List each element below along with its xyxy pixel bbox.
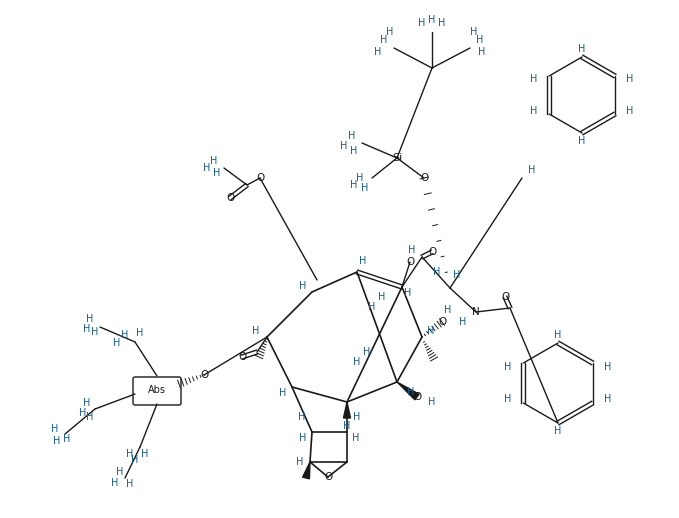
Text: H: H (113, 338, 121, 348)
Text: H: H (350, 180, 358, 190)
Polygon shape (344, 402, 350, 418)
Text: O: O (200, 370, 208, 380)
Text: H: H (213, 168, 221, 178)
Text: H: H (63, 434, 71, 444)
Text: O: O (501, 292, 509, 302)
Text: H: H (122, 330, 129, 340)
Text: H: H (530, 106, 538, 116)
Text: H: H (386, 27, 394, 37)
Text: H: H (299, 281, 307, 291)
Text: O: O (256, 173, 264, 183)
Text: H: H (604, 394, 612, 404)
Text: H: H (253, 326, 259, 336)
Text: Si: Si (392, 153, 402, 163)
Text: Abs: Abs (148, 385, 166, 395)
Polygon shape (303, 462, 310, 479)
Text: H: H (626, 106, 634, 116)
Text: H: H (340, 141, 348, 151)
Text: H: H (86, 412, 94, 422)
Text: H: H (279, 388, 287, 398)
Text: H: H (52, 424, 58, 434)
Text: H: H (626, 74, 634, 84)
Text: H: H (471, 27, 478, 37)
Text: O: O (428, 247, 436, 257)
Text: H: H (579, 44, 586, 54)
Text: H: H (348, 131, 356, 141)
Text: H: H (350, 146, 358, 156)
Text: O: O (413, 392, 421, 402)
Text: H: H (554, 330, 562, 340)
Text: H: H (210, 156, 218, 166)
Text: H: H (136, 328, 144, 338)
Text: H: H (299, 433, 307, 443)
Text: H: H (141, 449, 149, 459)
Text: H: H (504, 394, 512, 404)
Text: N: N (472, 307, 480, 317)
Text: H: H (408, 245, 416, 255)
Text: O: O (324, 472, 332, 482)
Text: H: H (444, 305, 452, 315)
Text: H: H (478, 47, 485, 57)
Text: H: H (359, 256, 367, 266)
Text: H: H (353, 357, 361, 367)
Text: H: H (504, 362, 512, 372)
Text: H: H (84, 324, 91, 334)
Text: H: H (111, 478, 119, 488)
Text: H: H (361, 183, 369, 193)
Polygon shape (397, 382, 419, 400)
Text: O: O (238, 352, 246, 362)
Text: H: H (380, 35, 388, 45)
Text: H: H (344, 421, 350, 431)
Text: H: H (528, 165, 536, 175)
Text: H: H (86, 314, 94, 324)
Text: H: H (427, 326, 435, 336)
Text: H: H (368, 302, 375, 312)
Text: H: H (203, 163, 210, 173)
Text: H: H (604, 362, 612, 372)
FancyBboxPatch shape (133, 377, 181, 405)
Text: H: H (84, 398, 91, 408)
Text: H: H (131, 455, 139, 465)
Text: H: H (54, 436, 60, 446)
Text: H: H (126, 479, 134, 489)
Text: H: H (298, 412, 306, 422)
Text: H: H (79, 408, 87, 418)
Text: H: H (428, 397, 436, 407)
Text: O: O (438, 317, 446, 327)
Text: O: O (406, 257, 414, 267)
Text: H: H (353, 412, 361, 422)
Text: H: H (407, 387, 415, 397)
Text: H: H (476, 35, 483, 45)
Text: H: H (356, 173, 364, 183)
Text: H: H (352, 433, 360, 443)
Text: H: H (374, 47, 382, 57)
Text: H: H (116, 467, 124, 477)
Text: H: H (418, 18, 426, 28)
Text: H: H (459, 317, 466, 327)
Text: H: H (454, 270, 460, 280)
Text: H: H (378, 292, 386, 302)
Text: H: H (530, 74, 538, 84)
Text: H: H (579, 136, 586, 146)
Text: H: H (363, 347, 371, 357)
Text: H: H (439, 18, 445, 28)
Text: O: O (226, 193, 234, 203)
Text: H: H (554, 426, 562, 436)
Text: H: H (126, 449, 134, 459)
Text: H: H (433, 267, 441, 277)
Text: H: H (428, 15, 436, 25)
Text: H: H (404, 288, 411, 298)
Text: O: O (420, 173, 428, 183)
Text: H: H (91, 327, 98, 337)
Text: H: H (296, 457, 304, 467)
